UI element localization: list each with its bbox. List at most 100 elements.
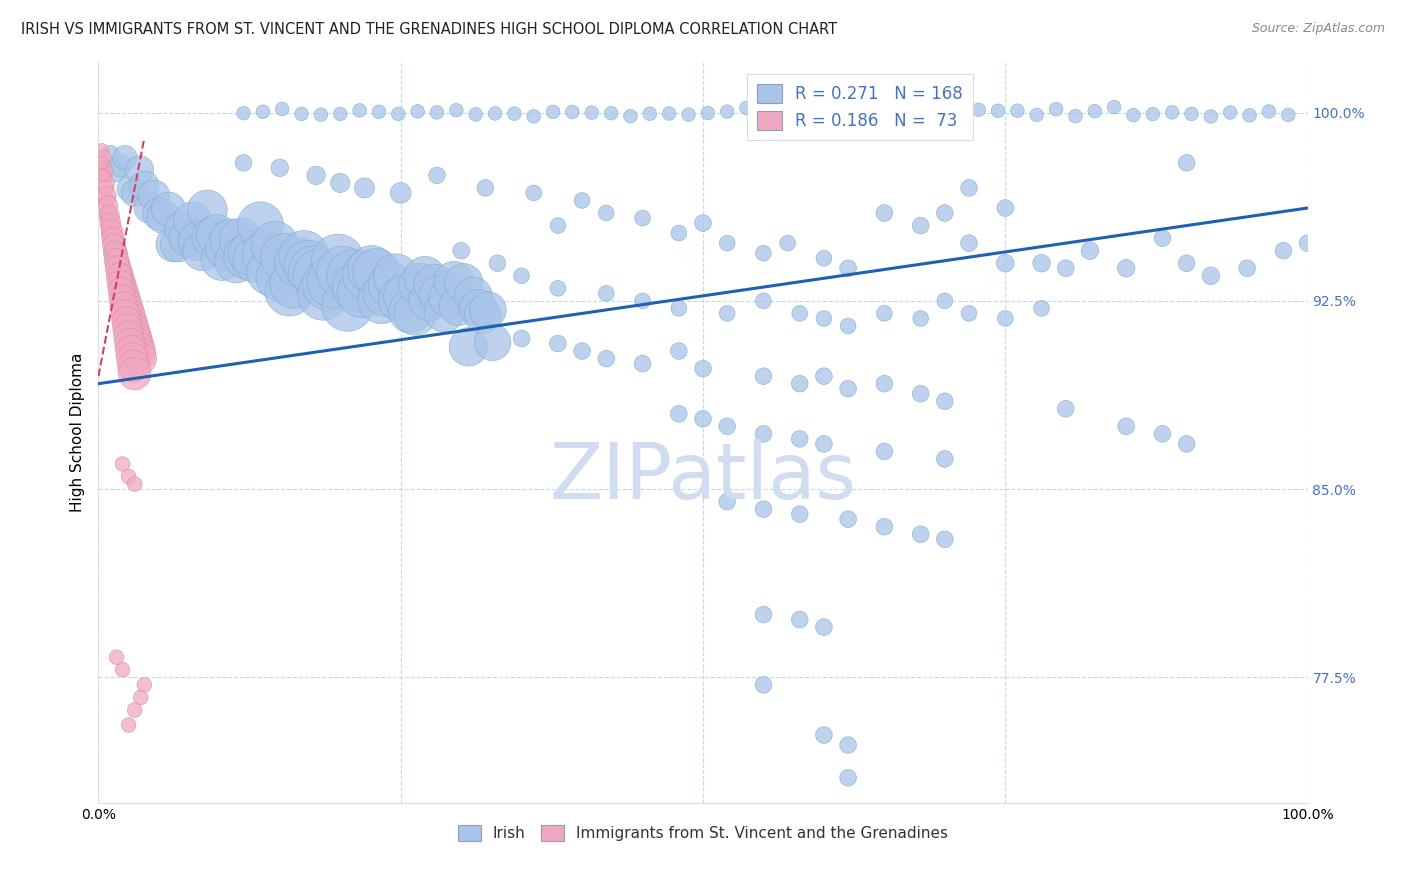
Point — [716, 236, 738, 251]
Point — [110, 284, 132, 298]
Point — [1078, 244, 1101, 258]
Point — [433, 305, 456, 319]
Point — [100, 219, 122, 233]
Point — [122, 321, 145, 335]
Point — [366, 265, 388, 279]
Point — [108, 159, 131, 173]
Point — [302, 264, 325, 278]
Point — [755, 105, 778, 120]
Point — [134, 178, 156, 193]
Point — [143, 188, 166, 202]
Point — [118, 301, 141, 316]
Point — [394, 289, 416, 303]
Point — [837, 771, 859, 785]
Point — [273, 251, 295, 265]
Point — [322, 275, 344, 289]
Point — [91, 151, 114, 165]
Point — [177, 231, 200, 245]
Point — [581, 105, 603, 120]
Point — [232, 156, 254, 170]
Point — [118, 718, 141, 732]
Point — [419, 293, 441, 307]
Point — [332, 265, 354, 279]
Point — [127, 336, 149, 351]
Point — [752, 246, 775, 260]
Point — [510, 331, 533, 345]
Point — [967, 103, 990, 117]
Point — [316, 277, 339, 292]
Point — [187, 235, 209, 249]
Point — [134, 678, 156, 692]
Point — [523, 186, 546, 200]
Point — [259, 265, 281, 279]
Point — [254, 247, 277, 261]
Point — [97, 206, 120, 220]
Point — [1031, 256, 1053, 270]
Point — [692, 216, 714, 230]
Point — [115, 291, 138, 305]
Point — [122, 359, 145, 373]
Point — [813, 620, 835, 634]
Point — [181, 213, 204, 227]
Point — [486, 256, 509, 270]
Point — [211, 252, 233, 267]
Point — [471, 308, 494, 322]
Point — [111, 291, 134, 305]
Point — [128, 346, 150, 360]
Point — [1152, 231, 1174, 245]
Point — [668, 407, 690, 421]
Point — [290, 107, 312, 121]
Point — [957, 181, 980, 195]
Point — [481, 335, 503, 350]
Point — [1219, 105, 1241, 120]
Point — [152, 210, 174, 224]
Point — [413, 270, 436, 285]
Point — [571, 194, 593, 208]
Point — [312, 287, 335, 301]
Point — [167, 237, 190, 252]
Point — [252, 104, 274, 119]
Point — [103, 236, 125, 251]
Point — [1025, 108, 1047, 122]
Point — [910, 527, 932, 541]
Point — [474, 181, 496, 195]
Point — [658, 106, 681, 120]
Point — [987, 103, 1010, 118]
Point — [389, 186, 412, 200]
Point — [104, 164, 127, 178]
Point — [91, 169, 114, 183]
Point — [773, 105, 796, 120]
Point — [329, 107, 352, 121]
Point — [120, 344, 142, 359]
Point — [235, 250, 257, 264]
Point — [716, 104, 738, 119]
Point — [1045, 102, 1067, 116]
Point — [100, 226, 122, 240]
Point — [752, 502, 775, 516]
Point — [547, 336, 569, 351]
Point — [107, 261, 129, 276]
Point — [118, 329, 141, 343]
Point — [1180, 107, 1202, 121]
Point — [793, 105, 815, 120]
Point — [1161, 105, 1184, 120]
Point — [423, 277, 446, 292]
Point — [127, 342, 149, 356]
Point — [873, 376, 896, 391]
Point — [124, 477, 146, 491]
Point — [948, 109, 970, 123]
Point — [108, 266, 131, 280]
Point — [283, 277, 305, 291]
Point — [96, 194, 118, 208]
Point — [1031, 301, 1053, 316]
Point — [118, 182, 141, 196]
Point — [934, 394, 956, 409]
Point — [108, 277, 131, 291]
Text: ZIPatlas: ZIPatlas — [550, 439, 856, 515]
Point — [309, 108, 332, 122]
Point — [813, 728, 835, 742]
Point — [118, 336, 141, 351]
Point — [873, 444, 896, 458]
Point — [305, 169, 328, 183]
Point — [308, 268, 330, 283]
